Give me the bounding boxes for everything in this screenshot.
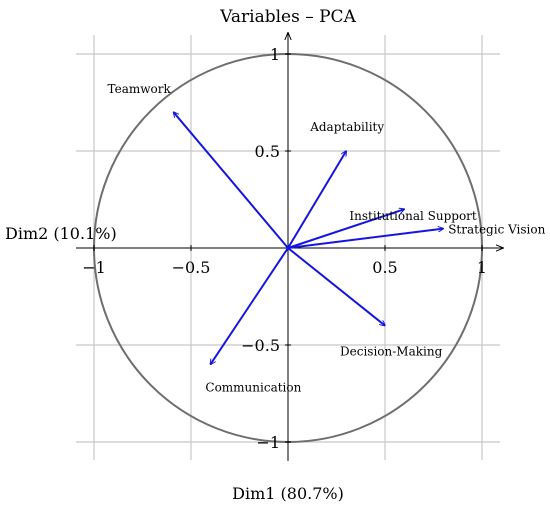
variable-label: Adaptability xyxy=(309,120,384,134)
tick-labels: −1 −0.5 0.5 1 1 0.5 −0.5 −1 xyxy=(82,45,487,452)
vector-arrow xyxy=(210,247,289,364)
y-tick-label: −1 xyxy=(256,433,280,452)
variable-label: Teamwork xyxy=(108,82,172,96)
x-axis-title: Dim1 (80.7%) xyxy=(232,484,344,503)
variable-label: Communication xyxy=(205,380,301,394)
x-tick-label: −1 xyxy=(82,258,106,277)
chart-title: Variables – PCA xyxy=(219,7,356,27)
y-tick-label: 0.5 xyxy=(255,142,280,161)
y-axis-title: Dim2 (10.1%) xyxy=(5,224,117,243)
x-tick-label: 1 xyxy=(477,258,487,277)
y-tick-label: 1 xyxy=(270,45,280,64)
vector-arrow xyxy=(287,229,443,249)
variable-label: Strategic Vision xyxy=(448,223,545,237)
variable-labels: Teamwork Adaptability Institutional Suppor… xyxy=(108,82,546,394)
vector-arrow xyxy=(287,247,385,326)
y-tick-label: −0.5 xyxy=(241,336,280,355)
vector-arrow xyxy=(287,151,346,249)
vector-arrow xyxy=(174,112,289,249)
x-tick-label: 0.5 xyxy=(372,258,397,277)
vector-arrow xyxy=(287,209,404,249)
variable-label: Decision-Making xyxy=(340,345,443,359)
x-tick-label: −0.5 xyxy=(172,258,211,277)
variable-label: Institutional Support xyxy=(349,209,477,223)
variable-vectors xyxy=(174,112,444,364)
